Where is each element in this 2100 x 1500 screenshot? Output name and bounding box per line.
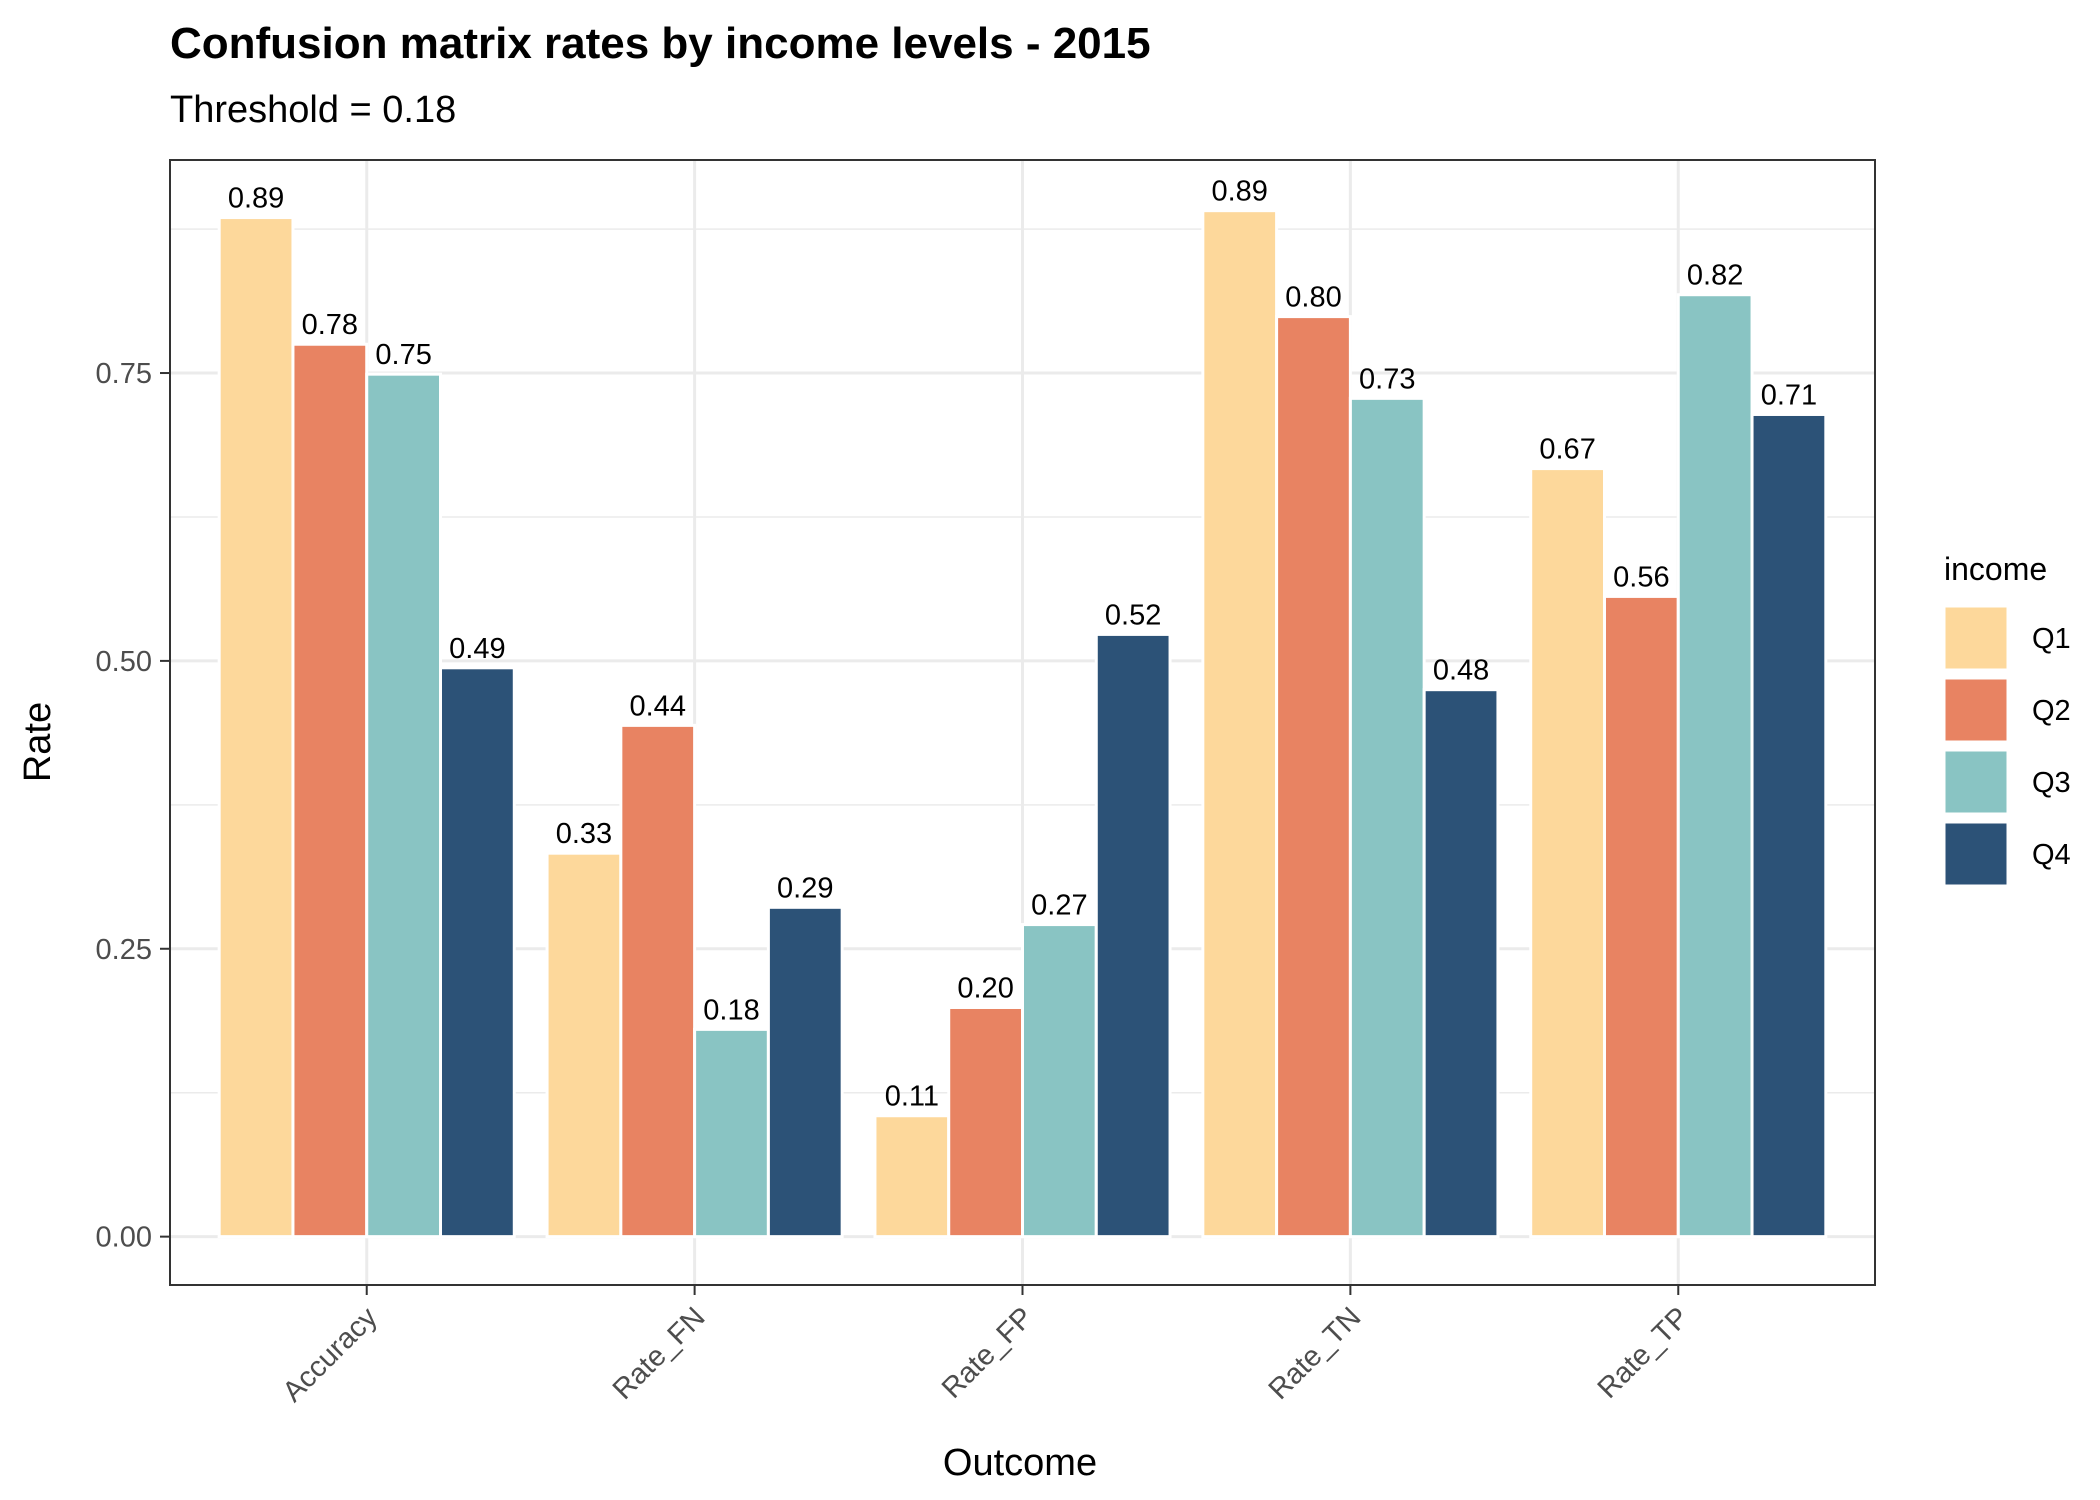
data-label: 0.67: [1539, 434, 1595, 466]
data-label: 0.44: [630, 690, 686, 722]
legend-key-q4: [1942, 820, 2010, 888]
y-axis: 0.00 0.25 0.50 0.75: [96, 358, 170, 1254]
y-axis-title: Rate: [17, 702, 59, 782]
chart-subtitle: Threshold = 0.18: [170, 89, 456, 131]
bar-q4-rate-fp: [1094, 632, 1172, 1239]
legend-label: Q3: [2032, 767, 2071, 799]
plot-panel: 0.89 0.33 0.11 0.89 0.67 0.78 0.44 0.20 0.80 0.56…: [169, 159, 1876, 1286]
legend-label: Q2: [2032, 695, 2071, 727]
bar-q1-rate-fn: [545, 851, 623, 1239]
bar-q1-rate-fp: [873, 1114, 951, 1239]
data-label: 0.56: [1613, 561, 1669, 593]
bar-q4-accuracy: [439, 666, 516, 1239]
bar-q4-rate-tp: [1750, 412, 1828, 1239]
y-tick-label: 0.75: [96, 358, 152, 390]
x-axis: Accuracy Rate_FN Rate_FP Rate_TN Rate_TP: [277, 1285, 1695, 1408]
legend-title: income: [1944, 551, 2047, 587]
data-label: 0.73: [1359, 363, 1415, 395]
bar-q2-rate-tn: [1275, 315, 1352, 1239]
data-label: 0.71: [1761, 379, 1817, 411]
bar-q1-rate-tn: [1201, 209, 1279, 1239]
data-labels: 0.89 0.33 0.11 0.89 0.67 0.78 0.44 0.20 0.80 0.56…: [228, 176, 1817, 1113]
data-label: 0.89: [1211, 176, 1267, 208]
legend-key-q2: [1942, 676, 2010, 744]
bar-q2-rate-tp: [1602, 594, 1680, 1239]
data-label: 0.18: [703, 994, 759, 1026]
legend-key-q3: [1942, 748, 2010, 816]
bar-q3-rate-fn: [693, 1027, 770, 1239]
legend-label: Q4: [2032, 839, 2071, 871]
data-label: 0.52: [1105, 599, 1161, 631]
data-label: 0.80: [1285, 282, 1341, 314]
bar-q2-rate-fp: [947, 1005, 1024, 1239]
data-label: 0.75: [375, 339, 431, 371]
bar-q2-accuracy: [291, 342, 369, 1239]
bar-q3-rate-fp: [1021, 923, 1098, 1239]
y-tick-label: 0.50: [96, 646, 152, 678]
x-tick-label: Rate_TP: [1592, 1301, 1696, 1405]
x-tick-label: Rate_FN: [607, 1301, 712, 1406]
chart-title: Confusion matrix rates by income levels …: [170, 19, 1151, 68]
x-axis-title: Outcome: [943, 1442, 1097, 1484]
legend: income Q1 Q2 Q3 Q4: [1942, 551, 2071, 888]
bar-q3-rate-tn: [1348, 396, 1426, 1239]
y-tick-label: 0.25: [96, 934, 152, 966]
legend-label: Q1: [2032, 623, 2071, 655]
bar-q1-rate-tp: [1529, 467, 1606, 1239]
bar-q3-accuracy: [365, 372, 443, 1239]
data-label: 0.49: [449, 633, 505, 665]
y-tick-label: 0.00: [96, 1222, 152, 1254]
bar-q4-rate-fn: [766, 905, 844, 1239]
data-label: 0.82: [1687, 260, 1743, 292]
x-tick-label: Rate_FP: [936, 1301, 1040, 1405]
bar-q4-rate-tn: [1422, 688, 1500, 1239]
legend-key-q1: [1942, 604, 2010, 672]
data-label: 0.27: [1031, 890, 1087, 922]
data-label: 0.20: [957, 972, 1013, 1004]
bar-q3-rate-tp: [1676, 293, 1754, 1239]
bar-q1-accuracy: [217, 216, 295, 1239]
data-label: 0.89: [228, 183, 284, 215]
bar-q2-rate-fn: [619, 723, 697, 1239]
bars: [217, 209, 1828, 1239]
data-label: 0.33: [556, 818, 612, 850]
x-tick-label: Rate_TN: [1263, 1301, 1368, 1406]
data-label: 0.48: [1433, 655, 1489, 687]
data-label: 0.29: [777, 872, 833, 904]
x-tick-label: Accuracy: [277, 1301, 384, 1408]
data-label: 0.11: [885, 1081, 939, 1113]
data-label: 0.78: [302, 309, 358, 341]
